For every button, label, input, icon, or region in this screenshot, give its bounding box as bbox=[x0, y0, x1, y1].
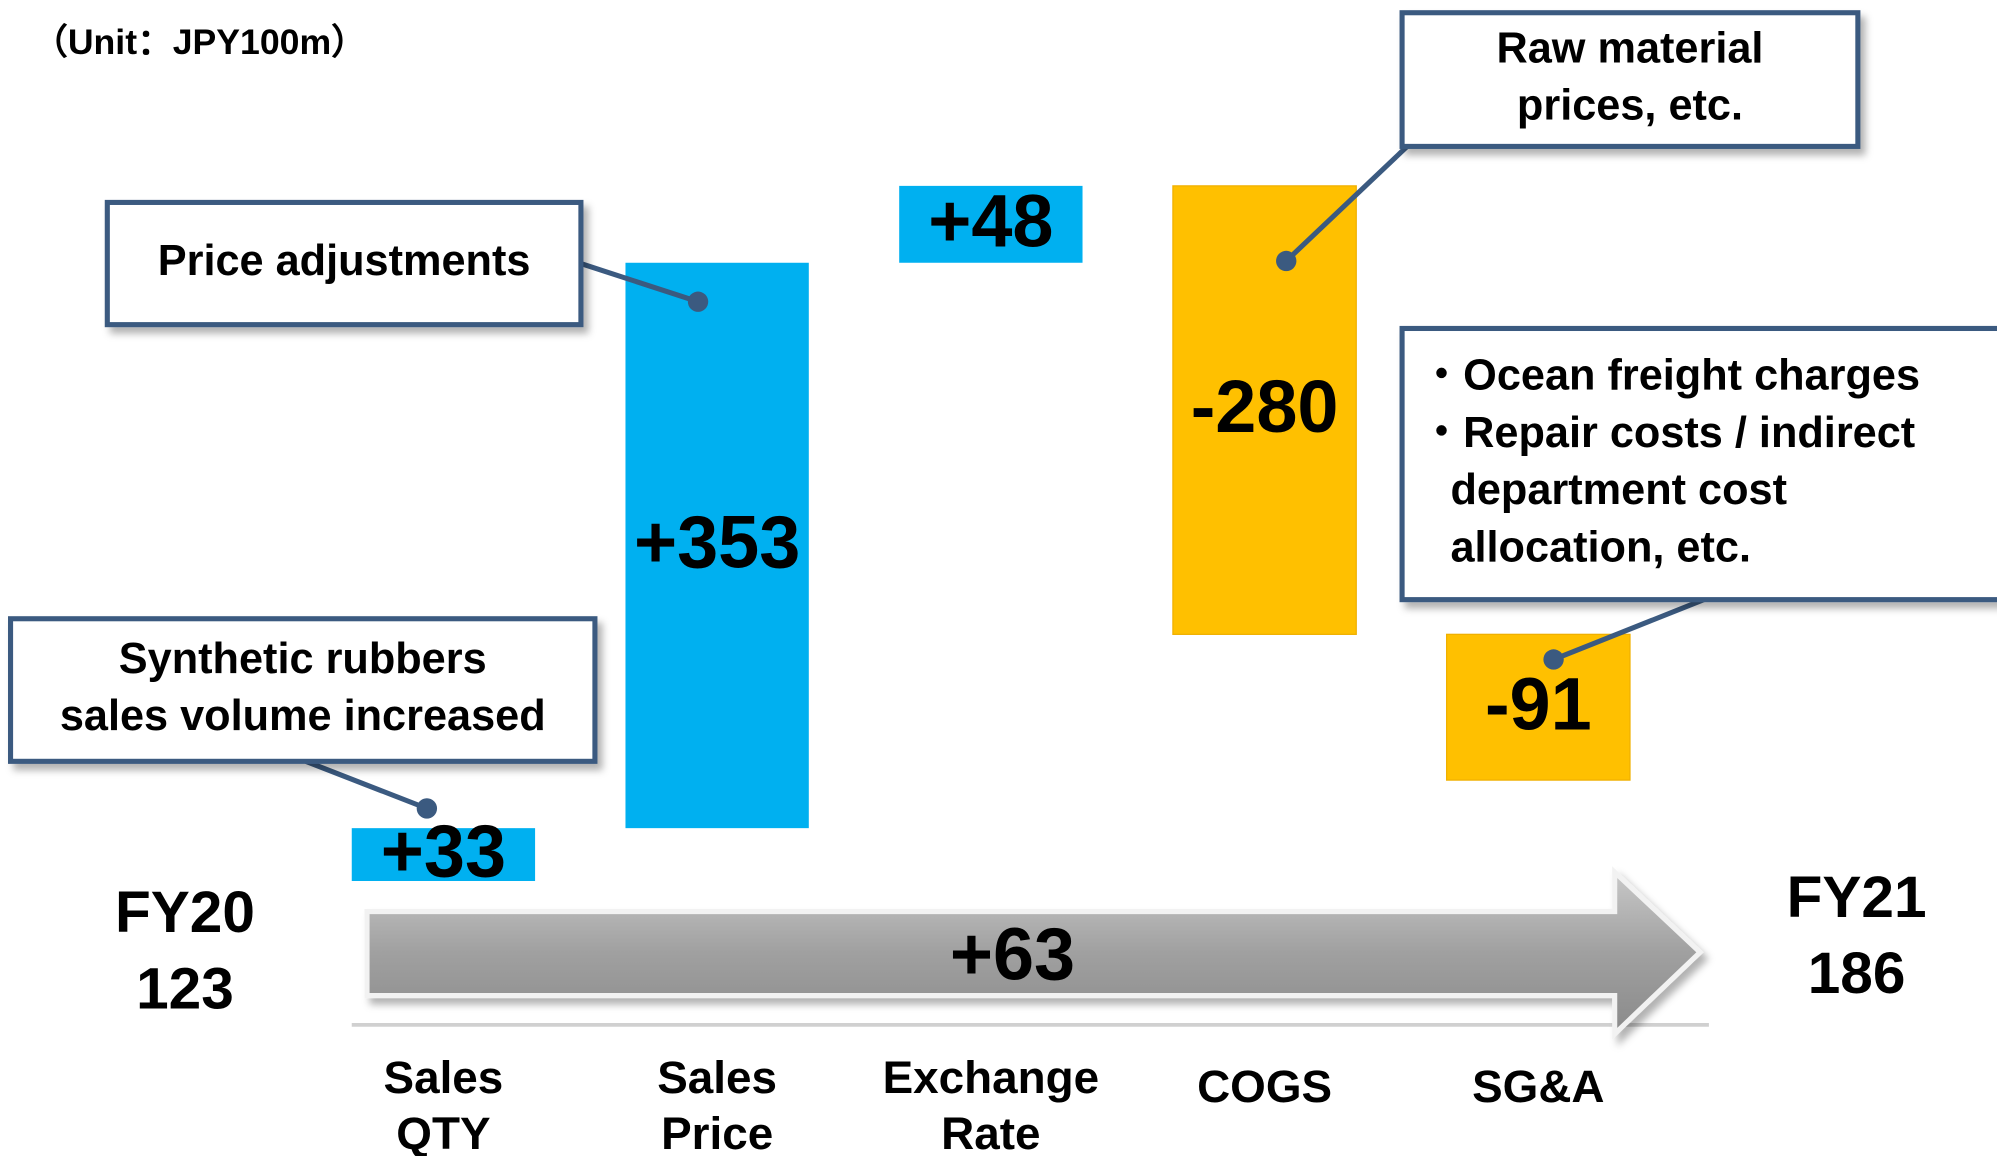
x-tick-label: Sales QTY bbox=[384, 1052, 504, 1156]
callout-dot bbox=[687, 291, 709, 312]
annotation-text: allocation, etc. bbox=[1450, 523, 1751, 571]
callout-box bbox=[1399, 10, 1861, 149]
annotation-text: ・Ocean freight charges bbox=[1420, 352, 1920, 400]
callout-dot bbox=[416, 798, 438, 819]
x-tick-label: Exchange Rate bbox=[883, 1052, 1099, 1156]
annotation-text: department cost bbox=[1450, 466, 1787, 514]
annotation-text: Raw material bbox=[1497, 24, 1764, 72]
bar bbox=[899, 185, 1083, 263]
x-tick-label: COGS bbox=[1197, 1061, 1332, 1112]
annotation-text: ・Repair costs / indirect bbox=[1420, 409, 1915, 457]
x-tick-label: SG&A bbox=[1472, 1061, 1604, 1112]
bar bbox=[351, 828, 536, 882]
total-arrow bbox=[364, 866, 1704, 1040]
change-label: +63 bbox=[950, 912, 1075, 995]
callout-line bbox=[580, 261, 699, 305]
value-label: +48 bbox=[928, 179, 1053, 262]
bar bbox=[1172, 185, 1357, 635]
value-label: -91 bbox=[1485, 662, 1592, 745]
value-label: +33 bbox=[381, 810, 506, 893]
x-tick-label: Sales Price bbox=[657, 1052, 777, 1156]
callout-line bbox=[1284, 144, 1409, 263]
annotation-text: Price adjustments bbox=[158, 237, 531, 285]
annotation-text: sales volume increased bbox=[60, 692, 546, 740]
callout-box bbox=[8, 616, 598, 764]
bar bbox=[1446, 633, 1631, 781]
bar bbox=[625, 262, 809, 829]
annotation-text: Synthetic rubbers bbox=[119, 635, 487, 683]
annotation-text: prices, etc. bbox=[1517, 82, 1743, 130]
end-label: FY21 bbox=[1787, 865, 1927, 930]
unit-note: （Unit：JPY100m） bbox=[32, 22, 367, 62]
value-label: +353 bbox=[634, 500, 800, 583]
callout-dot bbox=[1543, 649, 1564, 670]
callout-dot bbox=[1276, 250, 1297, 272]
value-label: -280 bbox=[1191, 365, 1339, 448]
start-value: 123 bbox=[136, 957, 234, 1022]
callout-line bbox=[1552, 597, 1705, 662]
start-label: FY20 bbox=[115, 880, 255, 945]
callout-line bbox=[304, 758, 428, 811]
callout-box bbox=[104, 199, 584, 328]
end-value: 186 bbox=[1808, 941, 1906, 1006]
callout-box bbox=[1399, 325, 1997, 603]
